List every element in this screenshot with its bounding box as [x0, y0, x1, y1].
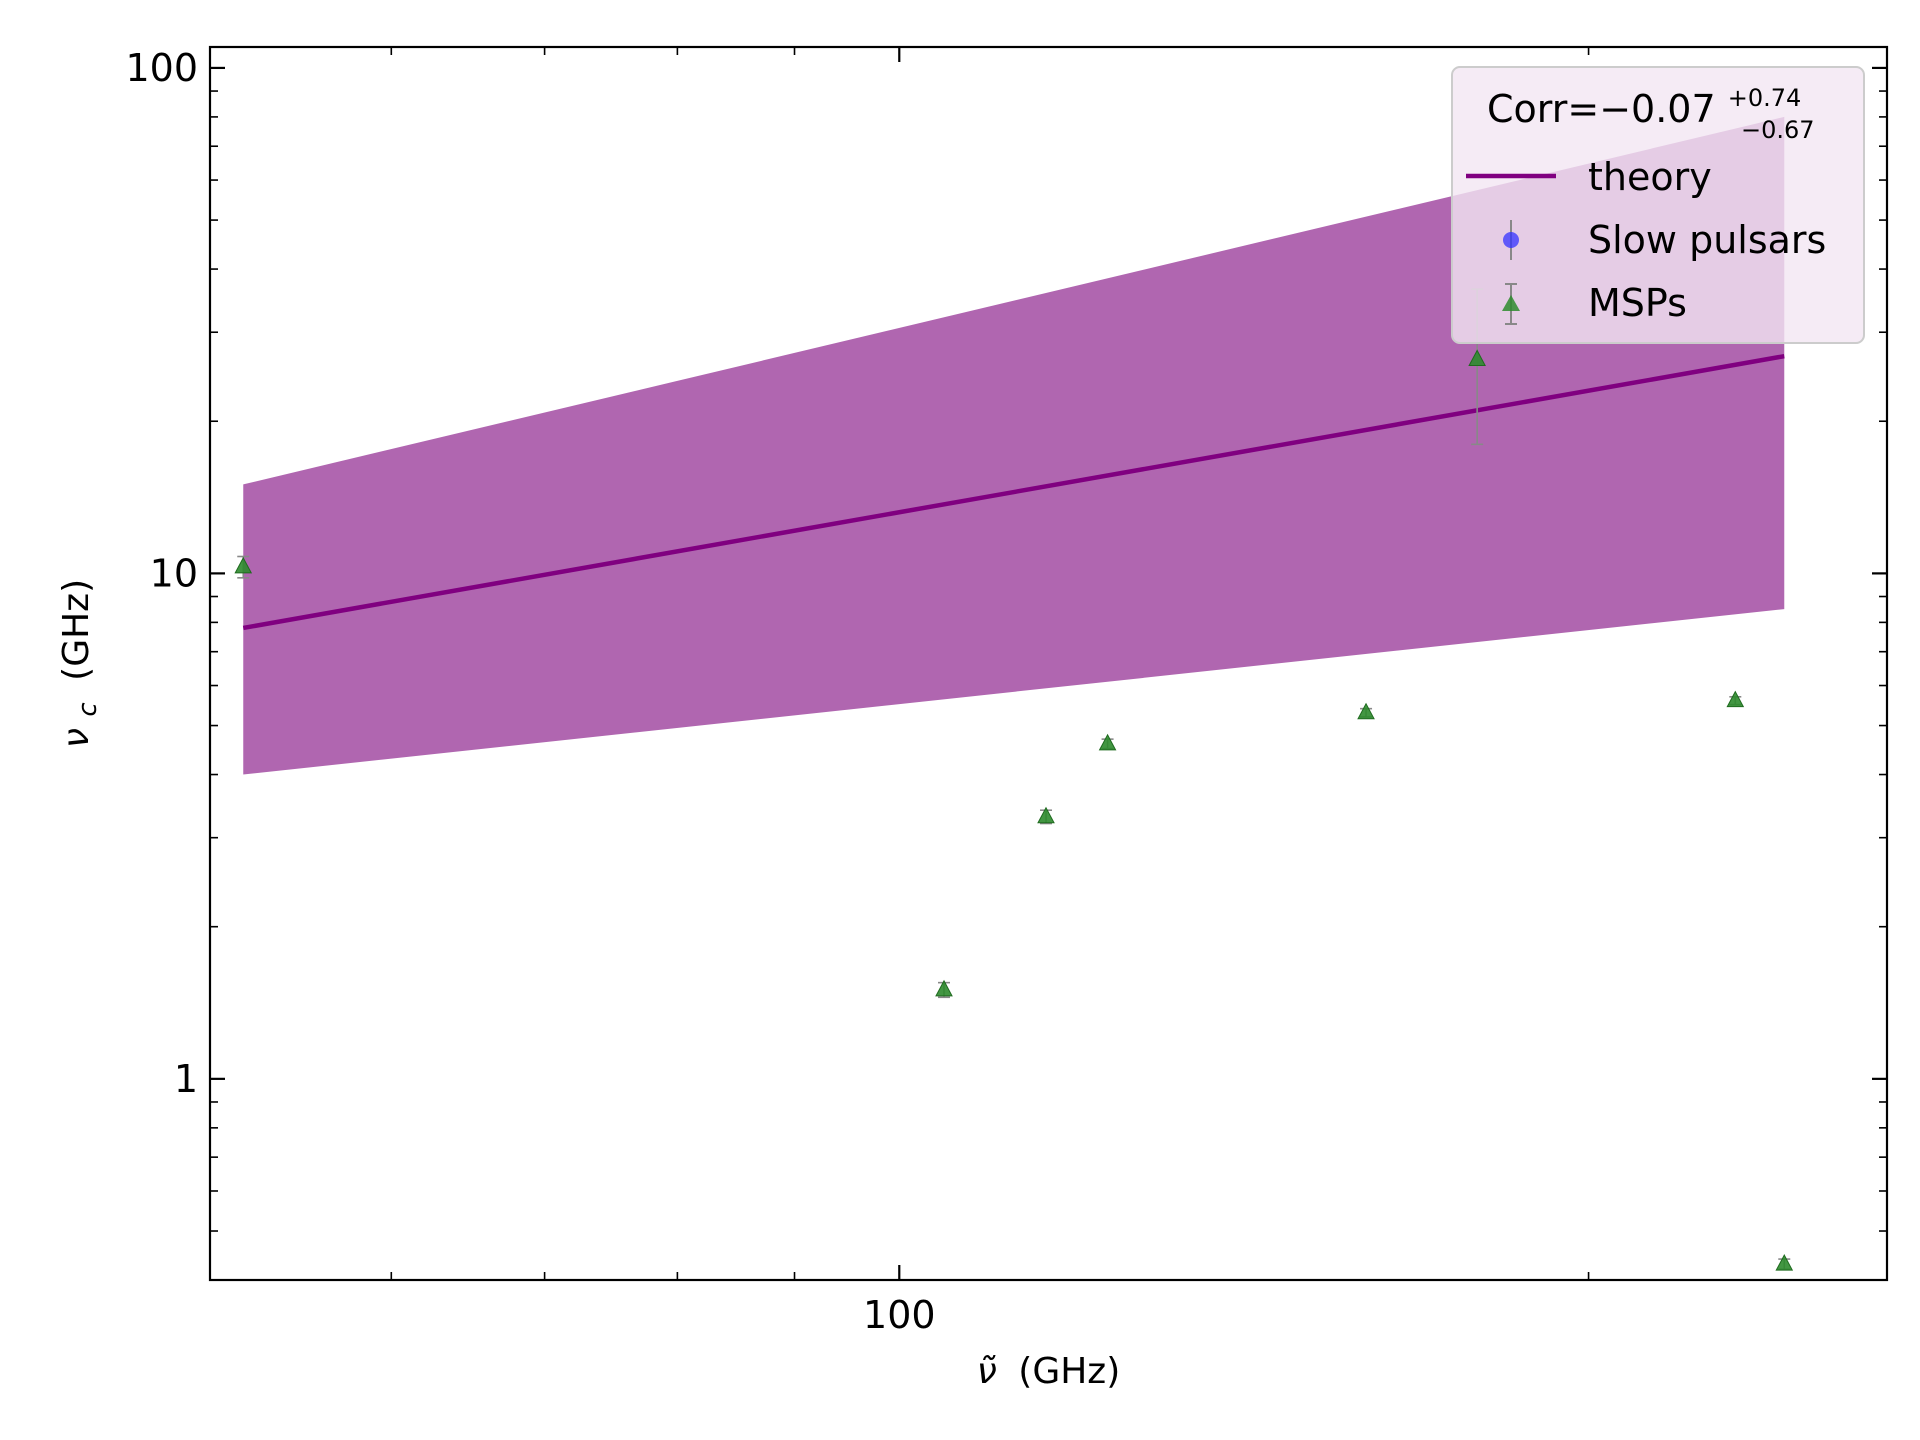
msp-point-6: [1726, 690, 1745, 708]
legend-title: Corr=−0.07 +0.74 −0.67: [1487, 71, 1815, 144]
legend-box: [1451, 66, 1865, 344]
legend-title-sup: +0.74: [1728, 84, 1802, 112]
legend-msps-label: MSPs: [1588, 281, 1687, 325]
x-axis-label: ν̃ (GHz): [977, 1351, 1121, 1392]
msp-point-0: [234, 556, 253, 574]
y-tick-label-2: 100: [125, 46, 198, 90]
legend-title-sub: −0.67: [1741, 116, 1815, 144]
y-axis-unit: (GHz): [56, 579, 97, 681]
legend-slow-pulsars-label: Slow pulsars: [1588, 218, 1826, 262]
legend-theory-label: theory: [1588, 155, 1712, 199]
axes-ticks: 100 1 10 100: [125, 46, 1887, 1337]
msp-point-1: [935, 979, 953, 997]
theory-line: [242, 353, 1785, 631]
plot-area: [234, 116, 1794, 1271]
x-tick-label-0: 100: [863, 1293, 936, 1337]
msp-point-2: [1037, 806, 1055, 824]
y-tick-label-1: 10: [150, 551, 198, 595]
y-axis-subscript: c: [73, 702, 103, 716]
msp-point-3: [1098, 733, 1117, 751]
legend-title-text: Corr=−0.07: [1487, 87, 1716, 131]
theory-uncertainty-band: [243, 116, 1785, 775]
x-axis-symbol: ν̃: [977, 1351, 997, 1392]
legend-slow-pulsar-marker-icon: [1503, 232, 1519, 248]
msp-point-7: [1775, 1254, 1794, 1271]
x-axis-unit: (GHz): [1018, 1351, 1120, 1392]
legend-msp-marker-icon: [1502, 295, 1520, 311]
y-tick-label-0: 1: [174, 1057, 198, 1101]
msp-point-5: [1468, 349, 1486, 366]
y-axis-symbol: ν: [56, 728, 97, 748]
legend: Corr=−0.07 +0.74 −0.67 theory Slow pulsa…: [1451, 66, 1865, 344]
plot-frame: [208, 45, 1889, 1282]
msp-point-4: [1357, 702, 1375, 720]
y-axis-label: ν c (GHz): [56, 579, 105, 748]
